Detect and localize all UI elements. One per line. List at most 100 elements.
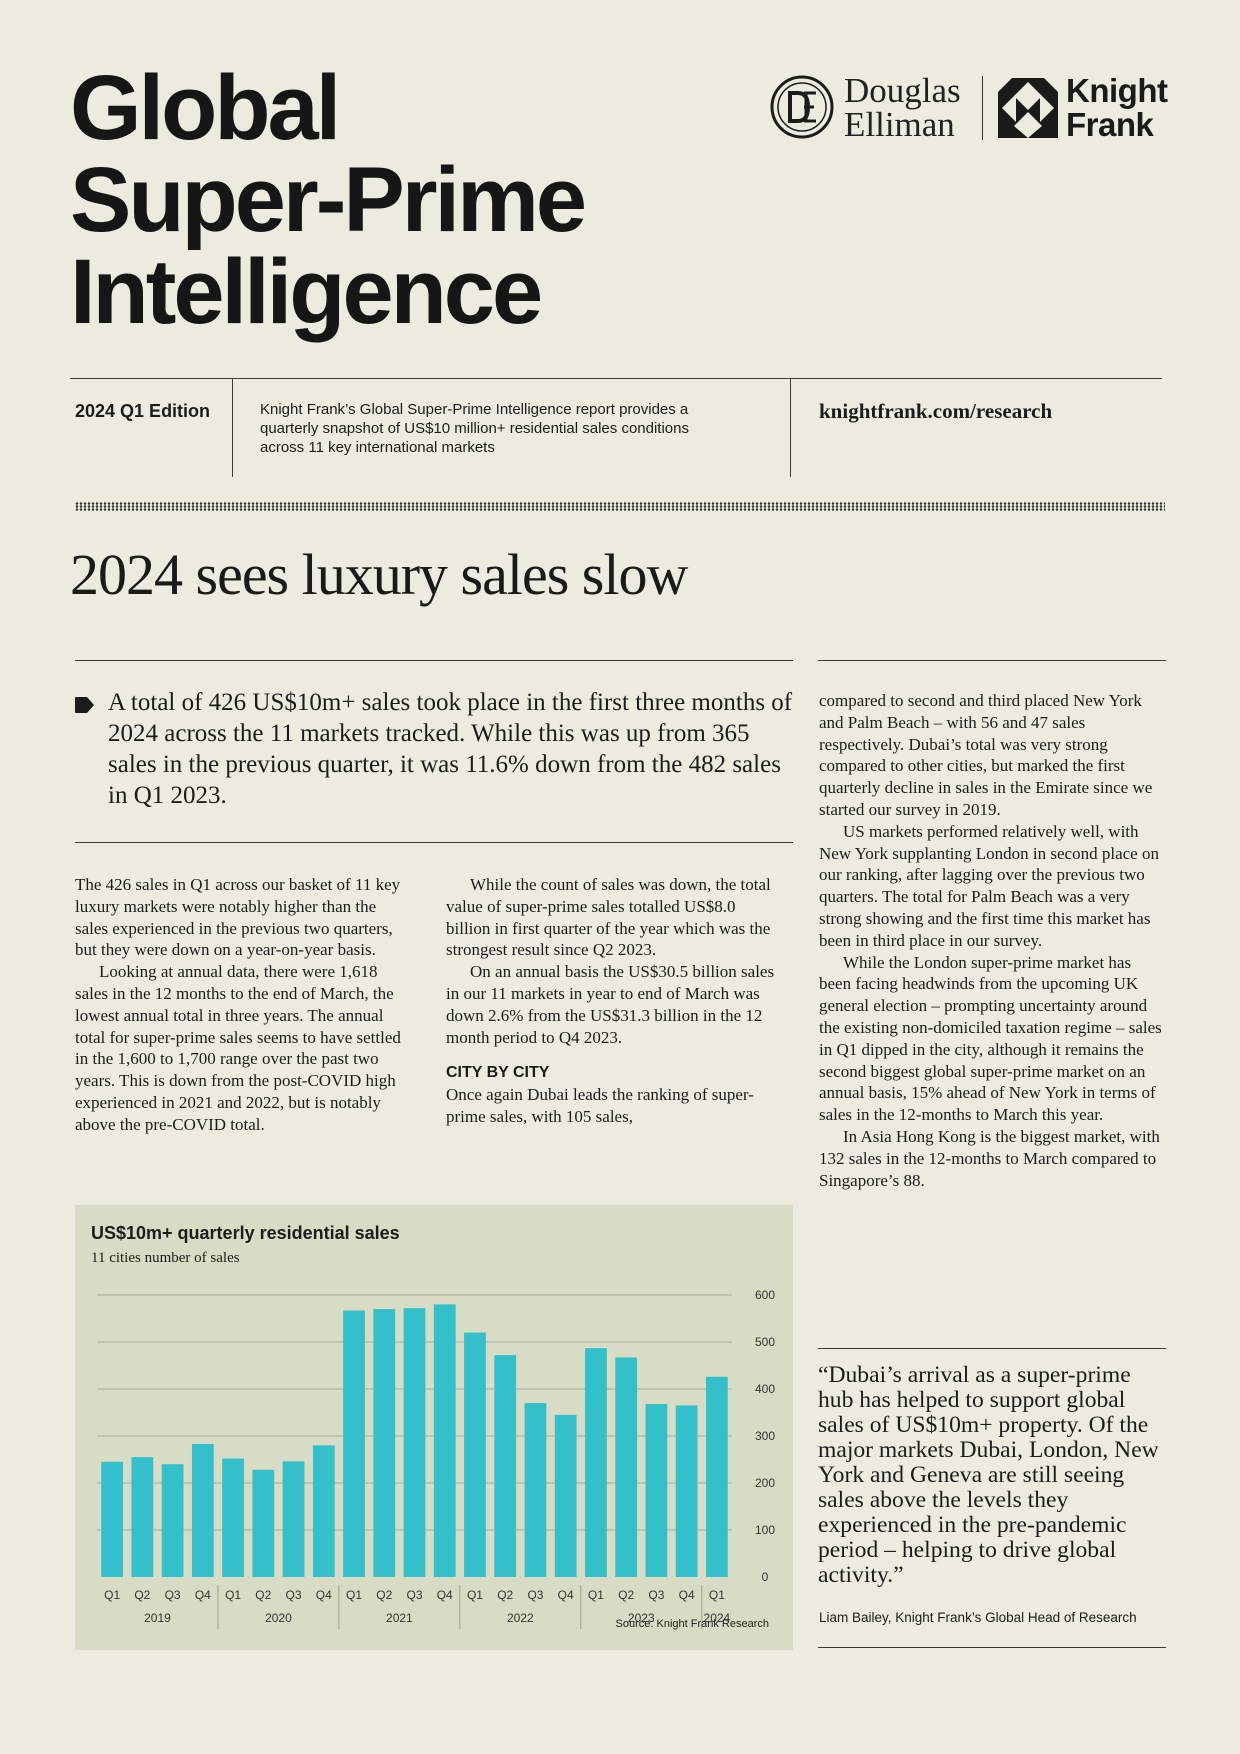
year-label: 2021 [386,1611,413,1625]
douglas-elliman-logo-icon [770,75,834,139]
divider [818,1348,1166,1349]
chart-bar [524,1403,547,1577]
x-tick-label: Q2 [497,1588,513,1602]
douglas-elliman-wordmark: Douglas Elliman [844,71,961,144]
y-tick-label: 0 [762,1570,769,1584]
y-tick-label: 600 [755,1288,775,1302]
x-tick-label: Q4 [316,1588,332,1602]
chart-bar [705,1376,728,1577]
knight-frank-logo-icon [998,78,1058,138]
title-line: Super-Prime [70,149,587,251]
x-tick-label: Q1 [104,1588,120,1602]
chart-bar [222,1458,244,1577]
logo-line: Knight [1066,72,1168,109]
chart-bar [615,1357,638,1577]
chart-bar [191,1443,214,1577]
divider [232,379,233,477]
body-paragraph: The 426 sales in Q1 across our basket of… [75,875,401,960]
year-label: 2020 [265,1611,292,1625]
body-paragraph: compared to second and third placed New … [819,691,1153,819]
chart-subtitle: 11 cities number of sales [91,1250,240,1266]
report-title: Global Super-Prime Intelligence [70,57,587,343]
x-tick-label: Q3 [165,1588,181,1602]
x-tick-label: Q1 [225,1588,241,1602]
y-tick-label: 200 [755,1476,775,1490]
chart-bar [131,1457,154,1577]
logo-line: Elliman [844,105,955,144]
divider [818,1647,1166,1648]
chart-bar [494,1355,517,1577]
x-tick-label: Q2 [255,1588,271,1602]
headline: 2024 sees luxury sales slow [70,542,688,607]
chart-bar [373,1309,396,1577]
chart-bar [675,1405,698,1577]
body-paragraph: Looking at annual data, there were 1,618… [75,962,401,1134]
x-tick-label: Q4 [679,1588,695,1602]
chart-bar [343,1310,365,1577]
x-tick-label: Q3 [406,1588,422,1602]
body-column-2: While the count of sales was down, the t… [446,874,780,1128]
x-tick-label: Q4 [437,1588,453,1602]
logo-divider [982,76,983,140]
x-tick-label: Q1 [467,1588,483,1602]
body-paragraph: In Asia Hong Kong is the biggest market,… [819,1126,1160,1190]
chart-title: US$10m+ quarterly residential sales [91,1223,400,1243]
chart-bar [101,1461,124,1577]
body-paragraph: Once again Dubai leads the ranking of su… [446,1085,754,1126]
divider [818,660,1166,661]
x-tick-label: Q1 [709,1588,725,1602]
chart-bar [645,1404,668,1577]
divider [70,378,1162,379]
year-label: 2022 [507,1611,534,1625]
y-tick-label: 300 [755,1429,775,1443]
body-paragraph: While the London super-prime market has … [819,952,1162,1125]
pull-quote: “Dubai’s arrival as a super-prime hub ha… [818,1362,1159,1588]
x-tick-label: Q1 [346,1588,362,1602]
body-paragraph: While the count of sales was down, the t… [446,875,771,960]
logo-line: Frank [1066,106,1154,143]
y-tick-label: 400 [755,1382,775,1396]
research-link[interactable]: knightfrank.com/research [819,399,1053,423]
x-tick-label: Q2 [134,1588,150,1602]
x-tick-label: Q2 [618,1588,634,1602]
body-column-1: The 426 sales in Q1 across our basket of… [75,874,405,1136]
chart-bar [554,1414,577,1577]
logo-line: Douglas [844,71,961,110]
section-subhead: CITY BY CITY [446,1064,550,1082]
intro-text: Knight Frank’s Global Super-Prime Intell… [260,401,689,456]
title-line: Global [70,57,341,159]
chart-source: Source: Knight Frank Research [615,1618,769,1630]
knight-frank-wordmark: Knight Frank [1066,72,1168,143]
divider [75,842,793,843]
x-tick-label: Q4 [558,1588,574,1602]
body-column-3: compared to second and third placed New … [819,690,1164,1191]
divider [75,660,793,661]
chart-bar [433,1304,456,1577]
year-label: 2023 [628,1611,655,1625]
title-line: Intelligence [70,241,543,343]
chart-bar [464,1332,486,1577]
y-tick-label: 100 [755,1523,775,1537]
partner-logos: Douglas Elliman Knight Frank [770,72,1170,147]
arrow-bullet-icon [75,697,94,713]
chart-bar [312,1445,335,1577]
x-tick-label: Q3 [286,1588,302,1602]
x-tick-label: Q4 [195,1588,211,1602]
lead-paragraph: A total of 426 US$10m+ sales took place … [108,689,793,809]
quote-attribution: Liam Bailey, Knight Frank’s Global Head … [819,1610,1137,1625]
chart-bar [252,1469,275,1577]
x-tick-label: Q3 [648,1588,664,1602]
x-tick-label: Q3 [527,1588,543,1602]
x-tick-label: Q1 [588,1588,604,1602]
chart-bar [585,1348,607,1577]
x-tick-label: Q2 [376,1588,392,1602]
chart-plot: 0 100 200 300 400 500 600 Q1 Q2 Q3 Q4 Q1 Q2 Q3 Q4 Q1 Q2 Q… [97,1288,775,1629]
chart-bar [282,1461,305,1577]
y-tick-label: 500 [755,1335,775,1349]
body-paragraph: US markets performed relatively well, wi… [819,821,1159,950]
chart-bar [403,1308,426,1577]
divider [790,379,791,477]
body-paragraph: On an annual basis the US$30.5 billion s… [446,962,775,1047]
dotted-divider [75,502,1165,511]
chart-bar [161,1464,184,1577]
